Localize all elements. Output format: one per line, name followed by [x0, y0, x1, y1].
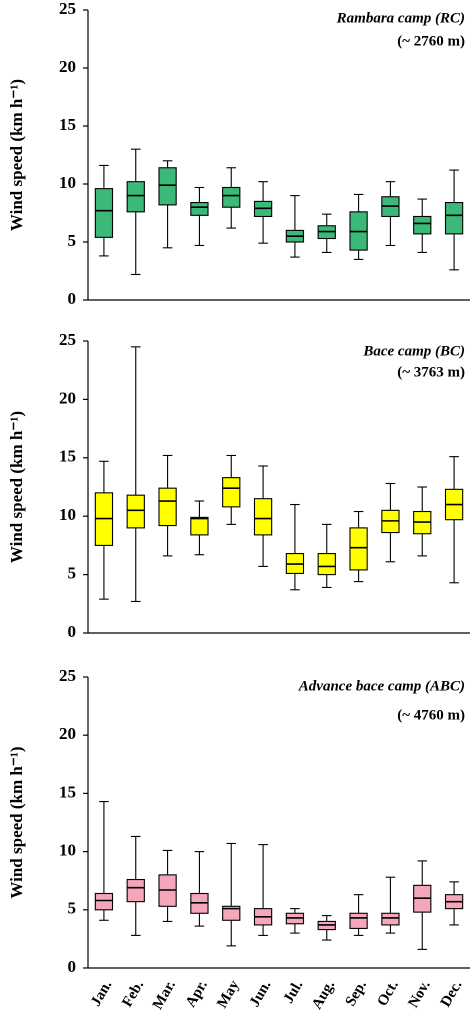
y-tick-label: 25	[59, 666, 76, 685]
panel-title: Advance bace camp (ABC)	[298, 678, 465, 694]
panel-subtitle: (~ 4760 m)	[397, 707, 465, 723]
y-tick-label: 0	[68, 957, 77, 976]
panel-subtitle: (~ 2760 m)	[397, 33, 465, 49]
y-tick-label: 5	[68, 231, 77, 250]
x-tick-label: Aug.	[309, 978, 338, 1013]
box	[126, 181, 145, 213]
box	[190, 516, 209, 536]
y-tick-label: 15	[59, 115, 76, 134]
box	[158, 487, 177, 527]
y-tick-label: 5	[68, 899, 77, 918]
x-tick-label: Feb.	[119, 978, 147, 1010]
y-axis-label: Wind speed (km h⁻¹)	[7, 746, 26, 898]
y-tick-label: 10	[59, 505, 76, 524]
y-tick-label: 20	[59, 724, 76, 743]
x-tick-label: Dec.	[438, 978, 466, 1010]
box	[349, 527, 368, 571]
x-tick-label: Mar.	[150, 978, 179, 1013]
y-tick-label: 10	[59, 841, 76, 860]
box	[190, 202, 209, 216]
box	[94, 892, 114, 911]
x-tick-label: Sep.	[343, 978, 371, 1010]
box	[222, 905, 241, 921]
box	[253, 498, 273, 536]
panel-title: Rambara camp (RC)	[336, 10, 465, 26]
x-tick-label: Jun.	[247, 978, 275, 1010]
box	[381, 912, 400, 926]
y-tick-label: 5	[68, 564, 77, 583]
y-tick-label: 15	[59, 447, 76, 466]
box	[349, 912, 368, 929]
y-axis-label: Wind speed (km h⁻¹)	[7, 411, 26, 563]
y-axis-label: Wind speed (km h⁻¹)	[7, 79, 26, 231]
box	[444, 202, 464, 235]
panel-title: Bace camp (BC)	[362, 343, 465, 359]
y-tick-label: 15	[59, 782, 76, 801]
y-tick-label: 20	[59, 388, 76, 407]
box	[158, 167, 177, 206]
y-tick-label: 10	[59, 173, 76, 192]
box	[222, 186, 241, 208]
box	[126, 494, 145, 529]
x-tick-label: May	[214, 977, 243, 1011]
y-tick-label: 20	[59, 57, 76, 76]
y-tick-label: 25	[59, 0, 76, 18]
panel-subtitle: (~ 3763 m)	[397, 364, 465, 380]
x-tick-label: Oct.	[374, 978, 402, 1010]
x-tick-label: Jul.	[281, 978, 307, 1007]
box	[413, 215, 432, 235]
box	[222, 477, 241, 508]
y-tick-label: 0	[68, 289, 77, 308]
box	[317, 553, 336, 576]
y-tick-label: 25	[59, 330, 76, 349]
box	[94, 188, 114, 238]
y-tick-label: 0	[68, 622, 77, 641]
x-tick-label: Nov.	[405, 978, 433, 1011]
x-tick-label: Apr.	[183, 978, 211, 1011]
box	[126, 878, 145, 903]
x-tick-label: Jan.	[88, 978, 116, 1010]
